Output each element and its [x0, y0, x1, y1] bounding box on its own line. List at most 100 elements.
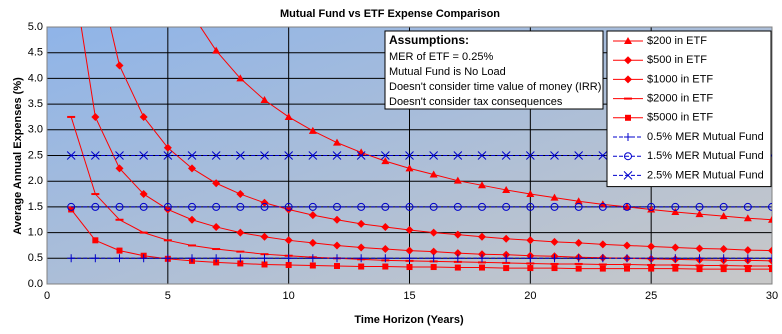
marker [477, 151, 487, 160]
marker [671, 254, 680, 263]
marker [453, 254, 462, 263]
legend-label: 0.5% MER Mutual Fund [647, 131, 764, 143]
marker [647, 254, 656, 263]
x-tick-label: 20 [524, 290, 536, 302]
marker [768, 254, 772, 263]
marker [237, 260, 244, 267]
marker [574, 151, 584, 160]
marker [284, 112, 293, 120]
y-axis-label: Average Annual Expenses (%) [12, 77, 24, 235]
marker [502, 254, 511, 263]
marker [67, 254, 76, 263]
marker [212, 179, 221, 188]
marker [115, 164, 124, 173]
legend-label: 2.5% MER Mutual Fund [647, 169, 764, 181]
marker [624, 37, 632, 44]
marker [550, 202, 559, 211]
marker [624, 265, 630, 272]
marker [768, 246, 772, 255]
marker [743, 202, 752, 211]
y-tick-label: 1.0 [28, 227, 43, 239]
marker [260, 232, 269, 241]
marker [598, 202, 607, 211]
y-tick-label: 0.5 [28, 252, 43, 264]
marker [309, 262, 316, 269]
marker [527, 265, 534, 272]
marker [695, 210, 704, 218]
series-line [109, 27, 772, 252]
marker [623, 171, 633, 180]
marker [429, 170, 438, 178]
marker [695, 202, 704, 211]
marker [139, 190, 148, 199]
marker [139, 202, 148, 211]
marker [503, 265, 510, 272]
marker [163, 205, 172, 214]
marker [163, 202, 172, 211]
marker [719, 245, 728, 254]
marker [260, 202, 269, 211]
marker [163, 254, 172, 263]
marker [719, 212, 728, 220]
marker [648, 265, 655, 272]
legend-label: $2000 in ETF [647, 93, 713, 105]
marker [116, 247, 123, 254]
marker [236, 254, 245, 263]
marker [478, 250, 486, 259]
series-line [70, 116, 772, 267]
marker [92, 237, 99, 244]
legend-label: $5000 in ETF [647, 112, 713, 124]
marker [381, 202, 390, 211]
marker [260, 95, 269, 103]
marker [285, 261, 292, 268]
marker [695, 244, 704, 253]
marker [598, 254, 607, 263]
marker [381, 245, 390, 254]
y-tick-label: 0.0 [28, 278, 43, 290]
marker [406, 264, 413, 271]
marker [115, 202, 124, 211]
marker [212, 222, 221, 231]
marker [478, 232, 486, 241]
marker [405, 202, 414, 211]
marker [696, 266, 703, 273]
x-axis-label: Time Horizon (Years) [354, 314, 464, 326]
marker [743, 246, 752, 255]
marker [743, 254, 752, 263]
marker [66, 151, 76, 160]
marker [308, 254, 317, 263]
marker [453, 249, 462, 258]
marker [284, 151, 294, 160]
marker [333, 254, 341, 263]
marker [453, 230, 462, 239]
marker [647, 242, 656, 251]
marker [261, 261, 268, 268]
marker [672, 265, 679, 272]
marker [574, 238, 583, 247]
series-line [199, 27, 772, 221]
marker [719, 254, 728, 263]
marker [502, 234, 511, 243]
marker [333, 215, 341, 224]
marker [163, 143, 172, 152]
marker [91, 112, 100, 121]
marker [115, 254, 124, 263]
marker [405, 254, 414, 263]
x-tick-label: 5 [165, 290, 171, 302]
marker [308, 151, 318, 160]
marker [284, 202, 293, 211]
marker [478, 254, 486, 263]
marker [429, 247, 438, 256]
marker [284, 254, 293, 263]
marker [574, 197, 583, 205]
chart-title: Mutual Fund vs ETF Expense Comparison [280, 8, 500, 20]
marker [333, 241, 341, 250]
marker [405, 246, 414, 255]
marker [115, 61, 124, 70]
marker [405, 226, 414, 235]
marker [598, 240, 607, 249]
marker [212, 202, 221, 211]
legend-label: $1000 in ETF [647, 73, 713, 85]
marker [479, 264, 485, 271]
